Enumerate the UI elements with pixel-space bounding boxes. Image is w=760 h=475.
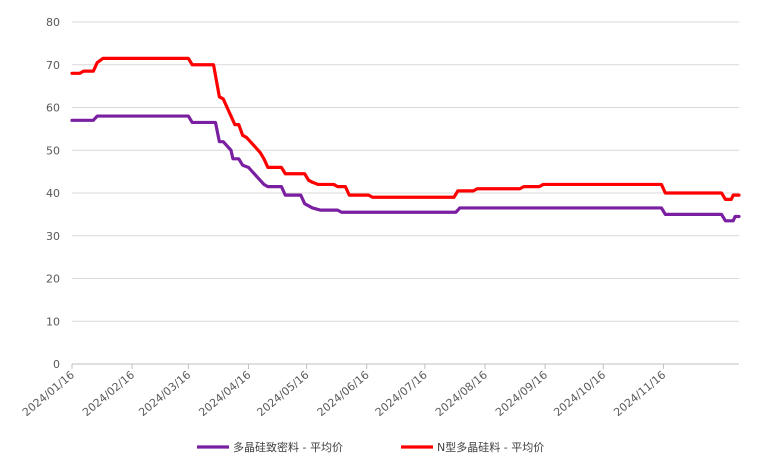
legend: 多晶硅致密料 - 平均价 N型多晶硅料 - 平均价 [197,440,544,454]
y-tick-label: 60 [46,102,60,115]
x-tick-label: 2024/09/16 [493,368,550,419]
y-tick-label: 10 [46,315,60,328]
x-axis [71,363,739,369]
x-tick-label: 2024/06/16 [315,368,372,419]
x-tick-label: 2024/02/16 [80,368,137,419]
y-tick-label: 70 [46,59,60,72]
y-tick-label: 40 [46,187,60,200]
x-tick-label: 2024/05/16 [255,368,312,419]
x-tick-label: 2024/04/16 [196,368,253,419]
y-tick-label: 50 [46,144,60,157]
y-tick-label: 0 [53,358,60,371]
y-tick-label: 20 [46,273,60,286]
x-axis-tick-labels: 2024/01/16 2024/02/16 2024/03/16 2024/04/16… [20,368,668,419]
series-line-1 [70,114,741,223]
legend-label-2: N型多晶硅料 - 平均价 [437,440,544,454]
x-tick-label: 2024/08/16 [433,368,490,419]
series-line-2 [70,56,741,202]
y-axis-tick-labels: 0 10 20 30 40 50 60 70 80 [46,16,60,371]
x-tick-label: 2024/07/16 [373,368,430,419]
x-tick-label: 2024/01/16 [20,368,77,419]
x-tick-label: 2024/03/16 [136,368,193,419]
y-tick-label: 30 [46,230,60,243]
series-lines [70,56,741,223]
y-tick-label: 80 [46,16,60,29]
x-tick-label: 2024/10/16 [551,368,608,419]
grid-lines [72,21,739,365]
legend-label-1: 多晶硅致密料 - 平均价 [233,440,343,454]
x-tick-label: 2024/11/16 [611,368,668,419]
